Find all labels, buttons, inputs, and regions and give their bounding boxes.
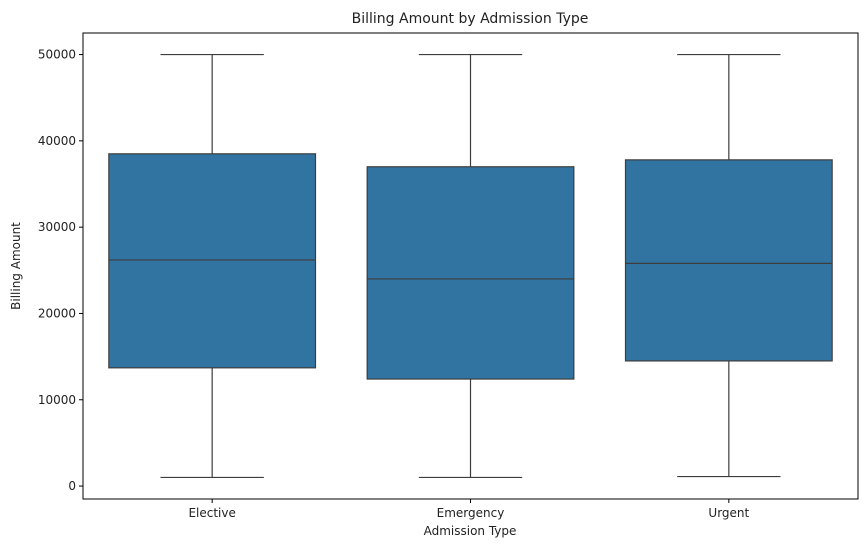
box-emergency bbox=[366, 166, 575, 380]
x-tick-label: Elective bbox=[188, 506, 235, 520]
y-tick-label: 20000 bbox=[38, 306, 76, 320]
y-axis-label: Billing Amount bbox=[9, 222, 23, 310]
plot-frame bbox=[82, 32, 859, 500]
y-tick-label: 10000 bbox=[38, 393, 76, 407]
x-tick-label: Urgent bbox=[708, 506, 749, 520]
box-urgent bbox=[624, 159, 833, 362]
x-tick-label: Emergency bbox=[437, 506, 505, 520]
y-tick-label: 50000 bbox=[38, 48, 76, 62]
plot-area: 0 10000 20000 30000 40000 50000 Elective Emerge… bbox=[38, 48, 833, 520]
x-axis-label: Admission Type bbox=[424, 524, 517, 538]
y-tick-label: 0 bbox=[68, 479, 76, 493]
y-tick-label: 30000 bbox=[38, 220, 76, 234]
chart-title: Billing Amount by Admission Type bbox=[352, 11, 589, 27]
box-elective bbox=[108, 153, 317, 369]
y-tick-label: 40000 bbox=[38, 134, 76, 148]
